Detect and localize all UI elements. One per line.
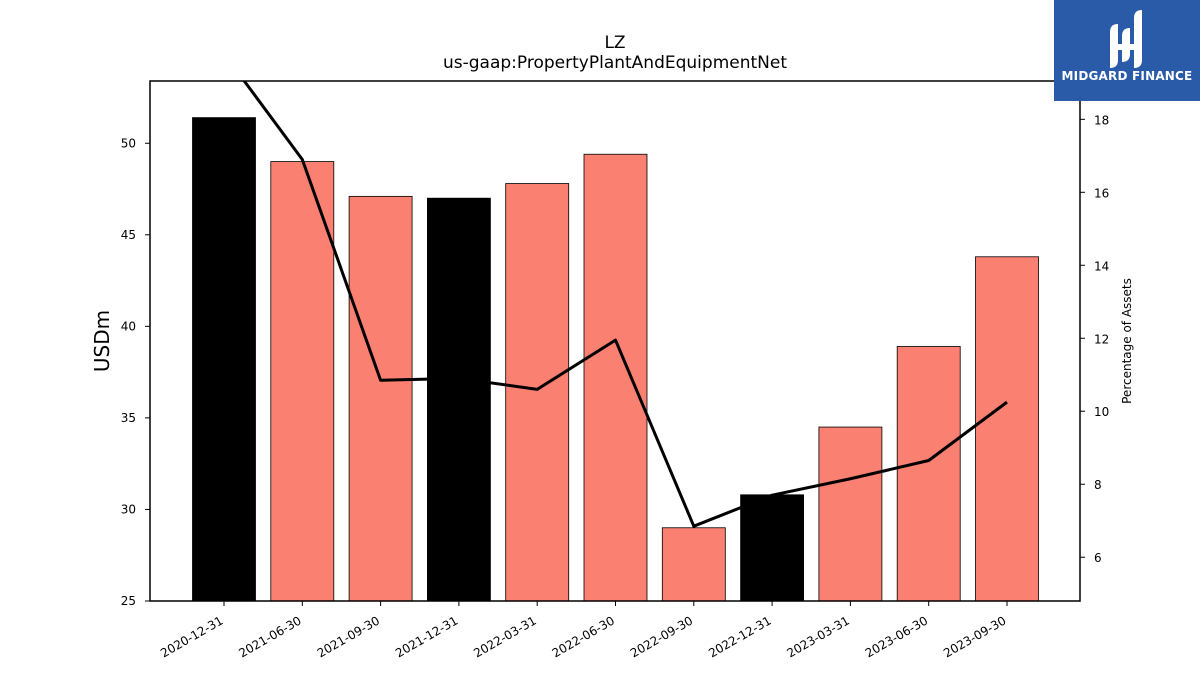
x-tick-label: 2022-03-31 <box>471 613 538 660</box>
x-tick-label: 2023-09-30 <box>941 613 1008 660</box>
x-tick-label: 2022-12-31 <box>706 613 773 660</box>
y-tick-label: 45 <box>121 228 136 242</box>
line-group <box>242 81 1008 528</box>
y-tick-label: 50 <box>121 136 136 150</box>
x-tick-label: 2023-06-30 <box>863 613 930 660</box>
x-tick-label: 2021-12-31 <box>393 613 460 660</box>
y-tick-label: 25 <box>121 594 136 608</box>
x-tick-label: 2022-09-30 <box>628 613 695 660</box>
x-tick-label: 2021-06-30 <box>236 613 303 660</box>
chart-title: LZ <box>604 33 625 53</box>
bar-2021-09-30 <box>348 195 413 602</box>
x-tick-label: 2020-12-31 <box>158 613 225 660</box>
bar-2022-12-31 <box>740 494 804 602</box>
brand-logo: MIDGARD FINANCE <box>1054 0 1200 101</box>
y2-tick-label: 8 <box>1094 478 1102 492</box>
bar-2022-03-31 <box>505 183 570 602</box>
y-tick-label: 35 <box>121 411 136 425</box>
bars-group <box>192 117 1039 602</box>
bar-2021-12-31 <box>426 197 491 602</box>
bar-2020-12-31 <box>192 117 256 602</box>
y2-tick-label: 16 <box>1094 186 1109 200</box>
bar-2022-06-30 <box>583 153 648 602</box>
bar-2021-06-30 <box>270 161 335 602</box>
bar-2023-09-30 <box>975 256 1039 602</box>
y2-tick-label: 12 <box>1094 332 1109 346</box>
y2-tick-label: 18 <box>1094 113 1109 127</box>
bar-2023-03-31 <box>818 426 883 602</box>
y2-tick-label: 6 <box>1094 551 1102 565</box>
x-tick-label: 2021-09-30 <box>315 613 382 660</box>
y2-axis-label: Percentage of Assets <box>1120 278 1134 404</box>
brand-name: MIDGARD FINANCE <box>1061 69 1193 83</box>
y2-tick-label: 10 <box>1094 405 1109 419</box>
x-tick-label: 2022-06-30 <box>550 613 617 660</box>
y-tick-label: 30 <box>121 502 136 516</box>
midgard-logo-icon <box>1110 10 1142 68</box>
bar-2023-06-30 <box>896 346 961 602</box>
bar-2022-09-30 <box>661 527 726 602</box>
y2-tick-label: 14 <box>1094 259 1109 273</box>
y-tick-label: 40 <box>121 319 136 333</box>
chart-subtitle: us-gaap:PropertyPlantAndEquipmentNet <box>443 53 787 73</box>
y-axis-label: USDm <box>90 310 114 372</box>
pct-assets-line <box>242 81 1008 528</box>
x-tick-label: 2023-03-31 <box>784 613 851 660</box>
